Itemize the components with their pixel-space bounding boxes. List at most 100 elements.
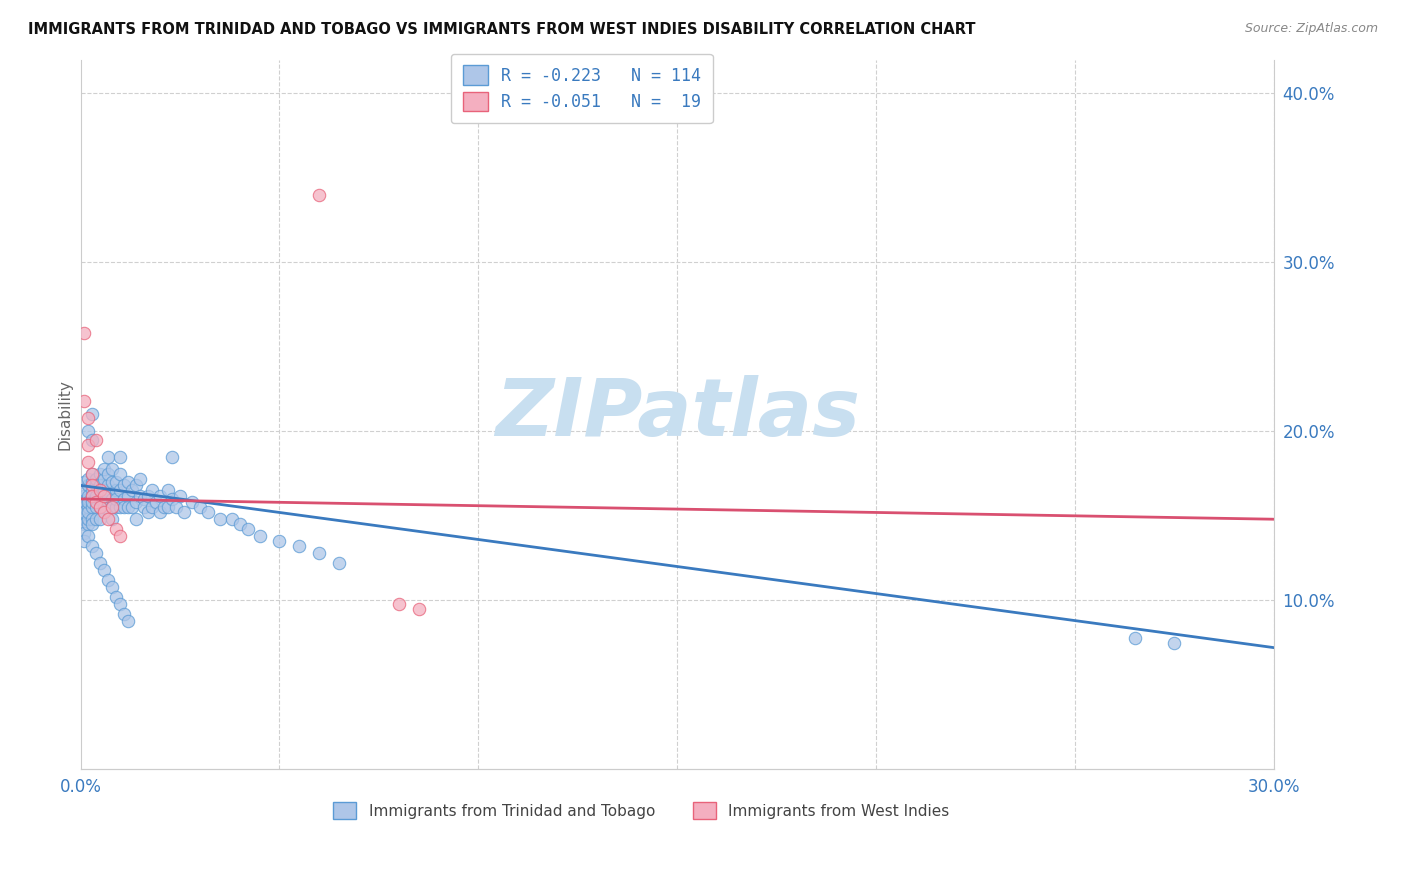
Point — [77, 512, 100, 526]
Point — [1163, 635, 1185, 649]
Point — [101, 475, 124, 489]
Point — [110, 500, 132, 515]
Point — [328, 556, 350, 570]
Point — [73, 326, 96, 341]
Point — [86, 500, 108, 515]
Text: ZIPatlas: ZIPatlas — [495, 376, 859, 453]
Point — [105, 483, 128, 498]
Point — [82, 489, 104, 503]
Point — [110, 597, 132, 611]
Point — [82, 478, 104, 492]
Point — [105, 522, 128, 536]
Point — [86, 433, 108, 447]
Point — [77, 455, 100, 469]
Point — [97, 478, 120, 492]
Point — [93, 489, 115, 503]
Point — [308, 546, 330, 560]
Point — [269, 534, 291, 549]
Point — [89, 483, 111, 498]
Point — [101, 580, 124, 594]
Point — [73, 489, 96, 503]
Point — [77, 472, 100, 486]
Point — [89, 478, 111, 492]
Point — [165, 500, 187, 515]
Point — [82, 467, 104, 481]
Point — [141, 500, 163, 515]
Point — [101, 491, 124, 506]
Point — [86, 478, 108, 492]
Point — [160, 491, 183, 506]
Point — [77, 517, 100, 532]
Point — [82, 475, 104, 489]
Point — [288, 539, 311, 553]
Point — [73, 525, 96, 540]
Point — [93, 506, 115, 520]
Point — [129, 472, 152, 486]
Point — [101, 461, 124, 475]
Point — [82, 467, 104, 481]
Point — [149, 489, 172, 503]
Point — [157, 483, 180, 498]
Point — [89, 467, 111, 481]
Point — [145, 495, 167, 509]
Point — [117, 614, 139, 628]
Point — [77, 438, 100, 452]
Text: Source: ZipAtlas.com: Source: ZipAtlas.com — [1244, 22, 1378, 36]
Point — [73, 495, 96, 509]
Point — [82, 500, 104, 515]
Point — [97, 467, 120, 481]
Point — [82, 489, 104, 503]
Point — [73, 517, 96, 532]
Point — [105, 590, 128, 604]
Point — [112, 478, 135, 492]
Point — [110, 467, 132, 481]
Point — [157, 500, 180, 515]
Point — [86, 495, 108, 509]
Y-axis label: Disability: Disability — [58, 379, 72, 450]
Point — [125, 512, 148, 526]
Point — [221, 512, 243, 526]
Point — [77, 506, 100, 520]
Point — [197, 506, 219, 520]
Point — [77, 489, 100, 503]
Point — [77, 478, 100, 492]
Point — [97, 495, 120, 509]
Point — [77, 491, 100, 506]
Point — [141, 483, 163, 498]
Point — [105, 491, 128, 506]
Point — [73, 506, 96, 520]
Point — [136, 506, 159, 520]
Point — [134, 491, 156, 506]
Point — [93, 472, 115, 486]
Point — [77, 529, 100, 543]
Point — [105, 475, 128, 489]
Point — [180, 495, 202, 509]
Point — [160, 450, 183, 464]
Point — [77, 495, 100, 509]
Point — [73, 534, 96, 549]
Point — [97, 573, 120, 587]
Point — [97, 489, 120, 503]
Point — [112, 500, 135, 515]
Legend: Immigrants from Trinidad and Tobago, Immigrants from West Indies: Immigrants from Trinidad and Tobago, Imm… — [328, 796, 956, 825]
Point — [73, 475, 96, 489]
Point — [208, 512, 231, 526]
Point — [89, 491, 111, 506]
Point — [117, 475, 139, 489]
Point — [73, 393, 96, 408]
Point — [86, 546, 108, 560]
Point — [77, 500, 100, 515]
Point — [110, 483, 132, 498]
Point — [236, 522, 259, 536]
Point — [82, 517, 104, 532]
Point — [82, 495, 104, 509]
Point — [188, 500, 211, 515]
Point — [121, 500, 143, 515]
Point — [73, 483, 96, 498]
Point — [125, 478, 148, 492]
Point — [82, 483, 104, 498]
Point — [93, 489, 115, 503]
Point — [89, 556, 111, 570]
Point — [149, 506, 172, 520]
Point — [117, 500, 139, 515]
